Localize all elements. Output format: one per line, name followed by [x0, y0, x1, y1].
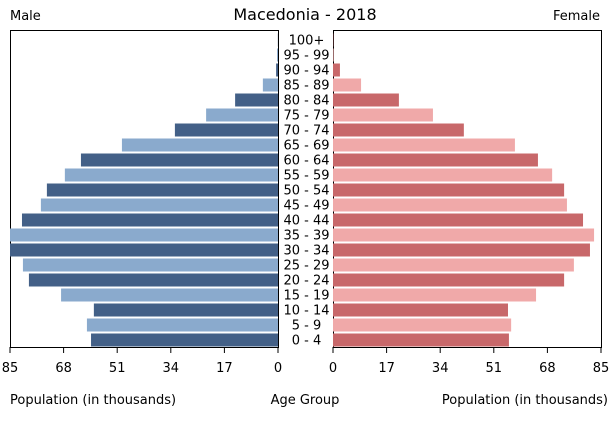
- female-bar-95-99: [333, 48, 334, 62]
- age-group-label: 80 - 84: [283, 94, 329, 109]
- female-tick-label: 68: [539, 361, 556, 376]
- male-label: Male: [10, 9, 41, 24]
- male-bar-75-79: [206, 108, 278, 122]
- male-tick-label: 0: [274, 361, 282, 376]
- age-group-label: 35 - 39: [283, 229, 329, 244]
- male-bar-35-39: [10, 228, 278, 242]
- female-bar-75-79: [333, 108, 433, 122]
- age-group-label: 75 - 79: [283, 109, 329, 124]
- male-tick-label: 34: [163, 361, 180, 376]
- female-bar-30-34: [333, 243, 590, 257]
- age-group-label: 0 - 4: [292, 334, 322, 349]
- male-bar-5-9: [86, 318, 278, 332]
- female-bar-0-4: [333, 333, 509, 347]
- male-tick-label: 85: [2, 361, 19, 376]
- female-bar-50-54: [333, 183, 565, 197]
- female-tick-label: 51: [486, 361, 503, 376]
- female-bar-55-59: [333, 168, 553, 182]
- age-group-label: 30 - 34: [283, 244, 329, 259]
- female-tick-label: 34: [432, 361, 449, 376]
- female-bar-45-49: [333, 198, 567, 212]
- female-bar-35-39: [333, 228, 595, 242]
- male-bar-95-99: [277, 48, 278, 62]
- female-bar-5-9: [333, 318, 512, 332]
- age-group-label: 45 - 49: [283, 199, 329, 214]
- male-bar-25-29: [22, 258, 278, 272]
- female-tick-label: 0: [329, 361, 337, 376]
- age-group-label: 10 - 14: [283, 304, 329, 319]
- male-bar-55-59: [64, 168, 278, 182]
- age-group-label: 50 - 54: [283, 184, 329, 199]
- female-bar-40-44: [333, 213, 584, 227]
- male-bar-85-89: [262, 78, 278, 92]
- female-bar-90-94: [333, 63, 340, 77]
- male-bar-65-69: [121, 138, 278, 152]
- male-bar-70-74: [174, 123, 278, 137]
- female-tick-label: 17: [378, 361, 395, 376]
- age-group-label: 40 - 44: [283, 214, 329, 229]
- male-bar-45-49: [40, 198, 279, 212]
- male-bar-90-94: [276, 63, 278, 77]
- age-group-label: 5 - 9: [292, 319, 322, 334]
- male-bar-80-84: [235, 93, 278, 107]
- female-bar-25-29: [333, 258, 574, 272]
- left-axis-title: Population (in thousands): [10, 393, 177, 408]
- female-bar-85-89: [333, 78, 362, 92]
- male-bar-20-24: [28, 273, 278, 287]
- age-group-label: 65 - 69: [283, 139, 329, 154]
- male-tick-label: 17: [216, 361, 233, 376]
- female-bar-10-14: [333, 303, 508, 317]
- age-group-label: 90 - 94: [283, 64, 329, 79]
- male-plot-frame: [10, 30, 279, 348]
- male-bar-40-44: [21, 213, 279, 227]
- age-group-label: 100+: [289, 34, 325, 49]
- age-group-label: 55 - 59: [283, 169, 329, 184]
- age-group-label: 25 - 29: [283, 259, 329, 274]
- age-group-label: 95 - 99: [283, 49, 329, 64]
- female-bar-70-74: [333, 123, 464, 137]
- male-bar-60-64: [80, 153, 278, 167]
- center-axis-title: Age Group: [270, 393, 340, 408]
- female-bar-15-19: [333, 288, 537, 302]
- male-bar-50-54: [46, 183, 279, 197]
- male-bar-10-14: [93, 303, 279, 317]
- male-tick-label: 68: [55, 361, 72, 376]
- male-bar-15-19: [61, 288, 278, 302]
- age-group-label: 85 - 89: [283, 79, 329, 94]
- male-bar-30-34: [10, 243, 278, 257]
- male-tick-label: 51: [109, 361, 126, 376]
- right-axis-title: Population (in thousands): [441, 393, 608, 408]
- age-group-label: 20 - 24: [283, 274, 329, 289]
- age-group-label: 70 - 74: [283, 124, 329, 139]
- age-group-label: 15 - 19: [283, 289, 329, 304]
- chart-title: Macedonia - 2018: [233, 5, 377, 24]
- age-group-label: 60 - 64: [283, 154, 329, 169]
- female-bar-80-84: [333, 93, 399, 107]
- female-label: Female: [552, 9, 600, 24]
- male-bar-0-4: [91, 333, 279, 347]
- female-bar-60-64: [333, 153, 538, 167]
- female-tick-label: 85: [593, 361, 610, 376]
- female-bar-20-24: [333, 273, 565, 287]
- female-bar-65-69: [333, 138, 515, 152]
